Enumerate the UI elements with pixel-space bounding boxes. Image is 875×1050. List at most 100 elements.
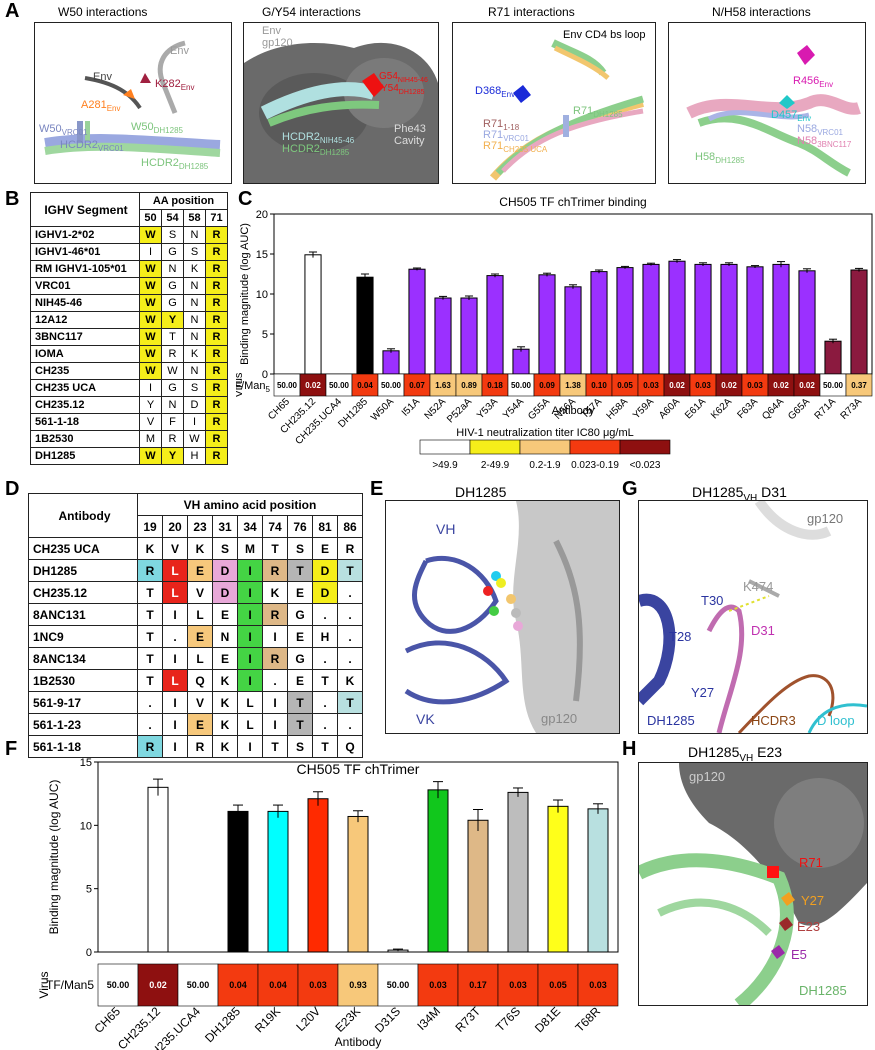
table-row: CH235 W W N R [30,362,228,380]
aa-cell: V [187,581,213,604]
aa-cell: I [183,413,206,431]
aa-cell: R [205,311,228,329]
legend-title: HIV-1 neutralization titer IC80 μg/mL [456,427,634,439]
bar [824,340,842,375]
ic80-value: 50.00 [187,980,210,990]
aa-cell: I [139,379,162,397]
aa-cell: . [137,713,163,736]
bar [720,263,738,375]
ic80-cell [577,963,619,1007]
aa-cell: T [312,669,338,692]
category-label: Y53A [475,396,500,421]
aa-cell: R [205,413,228,431]
table-row: 12A12 W Y N R [30,311,228,329]
gp120-label: gp120 [541,711,578,726]
ic80-cell [257,963,299,1007]
aa-cell: T [337,559,363,582]
aa-cell: I [162,691,188,714]
aa-cell: I [162,713,188,736]
tf-man5-label: TF/Man5 [236,380,271,394]
legend-swatch [619,439,671,455]
d-loop-label: D loop [817,713,855,728]
vh-position-col: 34 [237,515,263,538]
bar [616,267,634,375]
aa-cell: T [137,625,163,648]
aa-cell: N [183,226,206,244]
table-row: 561-1-23. I E K L I T.. [28,713,363,736]
aa-cell: R [205,396,228,414]
bar [408,268,426,375]
aa-cell: E [287,581,313,604]
panel-a3-structure: Env CD4 bs loop D368Env R711-18 R71VRC01… [452,22,656,184]
aa-cell: . [137,691,163,714]
panel-a4-structure: R456Env D457Env N58VRC01 N583BNC117 H58D… [668,22,866,184]
segment-name: IGHV1-2*02 [30,226,140,244]
aa-cell: . [337,625,363,648]
segment-name: RM IGHV1-105*01 [30,260,140,278]
antibody-name: 1B2530 [28,669,138,692]
aa-cell: D [212,559,238,582]
y54-label: Y54DH1285 [381,83,425,96]
cd4bs-loop-label: Env CD4 bs loop [563,29,646,41]
category-label: Y59A [631,396,656,421]
bar [798,270,816,375]
category-label: T68R [572,1004,603,1035]
legend-label: >49.9 [432,460,458,471]
panel-label-g: G [622,478,638,500]
table-row: 1B2530 T L Q K I. E T K [28,669,363,692]
category-label: I51A [400,396,423,419]
aa-cell: R [205,345,228,363]
vh-position-col: 31 [212,515,238,538]
aa-cell: E [187,625,213,648]
x-axis-label: Antibody [552,405,595,417]
ic80-value: 0.02 [669,381,685,390]
ic80-value: 50.00 [329,381,350,390]
table-row: 561-9-17. I V K L I T. T [28,691,363,714]
segment-name: 3BNC117 [30,328,140,346]
binding-chart-c: CH505 TF chTrimer binding 0 5 10 15 20 Binding… [236,195,873,471]
ic80-cell [137,963,179,1007]
table-row: 3BNC117 W T N R [30,328,228,346]
y-tick-label: 0 [262,369,268,381]
hcdr2-dh1285-label: HCDR2DH1285 [141,157,209,172]
aa-cell: I [237,603,263,626]
legend-label: 0.2-1.9 [529,460,561,471]
aa-cell: R [262,647,288,670]
aa-cell: I [139,243,162,261]
aa-cell: S [287,537,313,560]
aa-cell: T [137,581,163,604]
phe43-label: Phe43 [394,123,426,135]
aa-cell: K [212,691,238,714]
aa-cell: S [287,735,313,758]
antibody-header: Antibody [28,493,138,538]
y-tick-label: 15 [80,757,92,769]
aa-cell: L [237,691,263,714]
bar [427,789,449,953]
aa-cell: R [262,559,288,582]
aa-cell: G [161,277,184,295]
aa-cell: N [183,362,206,380]
y-axis-label: Binding magnitude (log AUC) [47,780,61,935]
aa-cell: I [237,669,263,692]
category-label: A60A [657,396,682,421]
bar [382,350,400,375]
ic80-value: 0.03 [429,980,447,990]
aa-position-header: AA position [139,192,228,210]
ic80-cell [417,963,459,1007]
aa-cell: K [183,260,206,278]
aa-cell: M [237,537,263,560]
category-label: R73A [839,396,865,422]
ic80-value: 0.05 [617,381,633,390]
n58-3bnc117-label: N583BNC117 [797,135,852,150]
category-label: D31S [372,1004,403,1035]
legend-label: 2-49.9 [481,460,510,471]
aa-cell: E [287,669,313,692]
aa-cell: N [183,311,206,329]
ic80-value: 0.89 [461,381,477,390]
antibody-name: DH1285 [28,559,138,582]
aa-cell: L [187,603,213,626]
aa-cell: R [337,537,363,560]
ic80-value: 0.03 [309,980,327,990]
table-row: CH235.12 Y N D R [30,396,228,414]
aa-cell: T [287,691,313,714]
